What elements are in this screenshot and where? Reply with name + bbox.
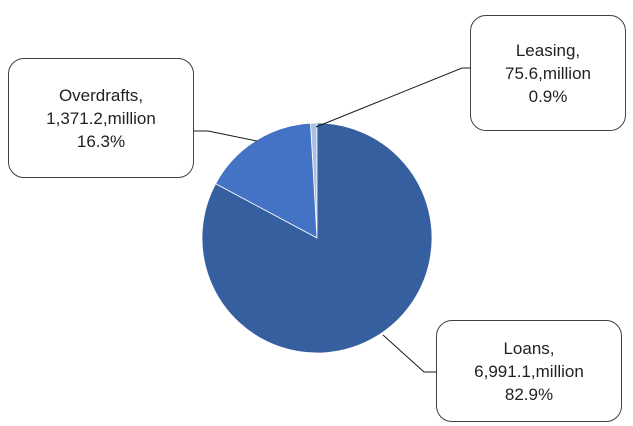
label-leasing: Leasing, 75.6,million 0.9% [470,15,626,131]
label-overdrafts-name: Overdrafts, [58,85,144,105]
label-loans-name: Loans, [503,338,555,358]
leader-line-loans [382,334,436,373]
label-loans-percent: 82.9% [504,384,554,404]
label-loans: Loans, 6,991.1,million 82.9% [436,320,622,422]
leader-line-leasing [315,67,470,128]
label-leasing-name: Leasing, [515,40,581,60]
leader-line-overdrafts [194,130,258,142]
label-leasing-percent: 0.9% [528,86,568,106]
label-overdrafts: Overdrafts, 1,371.2,million 16.3% [8,58,194,178]
label-leasing-value: 75.6,million [504,63,591,83]
label-overdrafts-percent: 16.3% [76,131,126,151]
label-overdrafts-value: 1,371.2,million [46,108,156,128]
label-loans-value: 6,991.1,million [474,361,584,381]
pie-slice-loans [201,122,433,354]
